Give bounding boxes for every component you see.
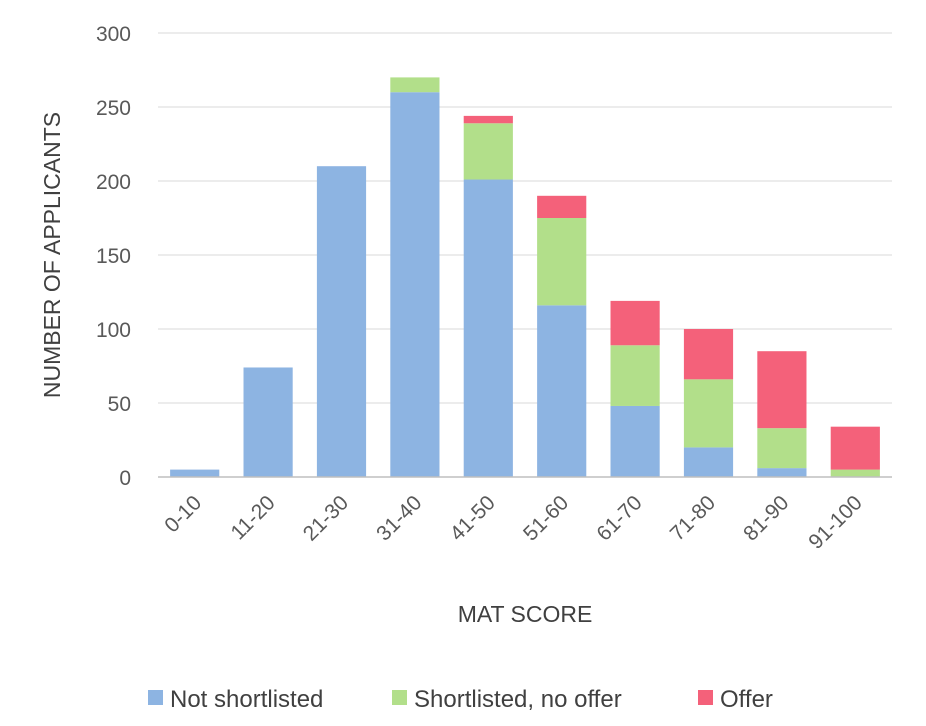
- y-tick-label: 50: [108, 393, 131, 416]
- x-tick-label: 71-80: [666, 491, 720, 545]
- x-tick-label: 0-10: [160, 491, 206, 537]
- x-tick-label: 41-50: [446, 491, 500, 545]
- x-tick-label: 31-40: [372, 491, 426, 545]
- bar-offer-81-90: [757, 351, 807, 429]
- bar-offer-71-80: [683, 329, 734, 380]
- legend-item: Shortlisted, no offer: [392, 686, 622, 713]
- legend-swatch: [148, 690, 163, 705]
- x-tick-label: 51-60: [519, 491, 573, 545]
- legend-item: Not shortlisted: [148, 686, 323, 713]
- bar-shortlisted-no-offer-41-50: [463, 123, 513, 180]
- bar-offer-61-70: [610, 300, 660, 346]
- bar-not-shortlisted-41-50: [463, 179, 513, 477]
- bar-not-shortlisted-21-30: [316, 166, 367, 477]
- bar-not-shortlisted-51-60: [537, 305, 587, 477]
- legend-swatch: [392, 690, 407, 705]
- y-tick-label: 150: [96, 245, 131, 268]
- bar-shortlisted-no-offer-81-90: [757, 428, 807, 469]
- bar-not-shortlisted-0-10: [170, 469, 220, 477]
- bar-offer-51-60: [537, 195, 587, 218]
- bar-shortlisted-no-offer-51-60: [537, 218, 587, 306]
- bar-shortlisted-no-offer-91-100: [830, 469, 880, 477]
- x-tick-label: 81-90: [739, 491, 793, 545]
- bar-offer-91-100: [830, 426, 880, 470]
- x-tick-label: 61-70: [592, 491, 646, 545]
- y-tick-label: 300: [96, 23, 131, 46]
- legend-item: Offer: [698, 686, 773, 713]
- bar-offer-41-50: [463, 115, 513, 124]
- bar-not-shortlisted-11-20: [243, 367, 293, 477]
- y-tick-label: 200: [96, 171, 131, 194]
- legend-label: Offer: [720, 686, 773, 713]
- bar-not-shortlisted-81-90: [757, 468, 807, 477]
- y-axis-title: NUMBER OF APPLICANTS: [39, 112, 65, 398]
- x-tick-label: 11-20: [226, 491, 279, 544]
- x-tick-label: 91-100: [804, 491, 867, 554]
- x-tick-label: 21-30: [299, 491, 353, 545]
- y-tick-labels: 0 50 100 150 200 250 300: [96, 23, 131, 490]
- y-tick-label: 0: [119, 467, 131, 490]
- legend-label: Shortlisted, no offer: [414, 686, 622, 713]
- legend-label: Not shortlisted: [170, 686, 323, 713]
- legend-swatch: [698, 690, 713, 705]
- bar-shortlisted-no-offer-71-80: [683, 379, 734, 448]
- bar-shortlisted-no-offer-61-70: [610, 345, 660, 406]
- bar-not-shortlisted-31-40: [390, 92, 440, 477]
- bar-not-shortlisted-71-80: [683, 447, 734, 477]
- bars: [170, 77, 880, 477]
- y-tick-label: 250: [96, 97, 131, 120]
- y-tick-label: 100: [96, 319, 131, 342]
- x-tick-labels: 0-10 11-20 21-30 31-40 41-50 51-60 61-70 71-80 8…: [160, 491, 867, 554]
- bar-not-shortlisted-61-70: [610, 405, 660, 477]
- legend: Not shortlisted Shortlisted, no offer Offe…: [148, 686, 773, 713]
- gridlines: [158, 32, 892, 404]
- bar-shortlisted-no-offer-31-40: [390, 77, 440, 93]
- x-axis-title: MAT SCORE: [458, 601, 593, 627]
